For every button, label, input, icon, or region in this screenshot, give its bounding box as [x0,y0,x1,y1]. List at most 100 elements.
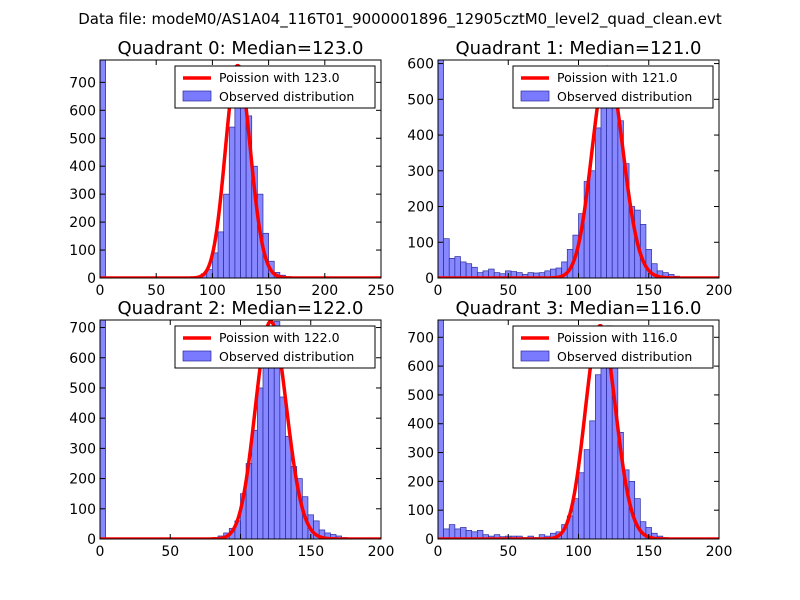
x-tick-label: 250 [368,283,395,299]
x-tick-label: 0 [96,283,105,299]
histogram-bar [595,374,602,539]
y-tick-label: 300 [69,187,96,203]
legend-observed-label: Observed distribution [557,89,692,104]
y-tick-label: 100 [407,503,434,519]
x-tick-label: 50 [499,283,517,299]
histogram-bar [285,435,292,539]
histogram-bar [448,257,456,278]
histogram-bar [257,387,264,539]
histogram-bar [583,449,591,539]
x-tick-label: 0 [434,544,443,560]
y-tick-label: 100 [69,243,96,259]
histogram-bar [595,127,602,278]
legend-bar-swatch [182,350,212,362]
histogram-bar [438,60,444,278]
histogram-bar [438,320,444,539]
y-tick-label: 300 [407,446,434,462]
histogram-bar [100,320,106,539]
x-tick-label: 100 [565,544,592,560]
y-tick-label: 0 [87,532,96,548]
y-tick-label: 500 [69,381,96,397]
x-tick-label: 200 [311,283,338,299]
histogram-bar [262,363,269,539]
histogram-bar [600,84,607,278]
legend-observed-label: Observed distribution [557,349,692,364]
y-tick-label: 100 [407,235,434,251]
x-tick-label: 100 [199,283,226,299]
legend-bar-swatch [520,350,550,362]
y-tick-label: 300 [69,441,96,457]
histogram-bar [465,263,473,278]
y-tick-label: 600 [407,57,434,73]
x-tick-label: 0 [434,283,443,299]
y-tick-label: 600 [407,359,434,375]
x-tick-label: 150 [635,283,662,299]
histogram-bar [589,420,596,539]
legend-observed-label: Observed distribution [219,349,354,364]
x-tick-label: 50 [161,544,179,560]
y-tick-label: 200 [69,472,96,488]
x-tick-label: 150 [255,283,282,299]
legend: Poission with 122.0 Observed distribution [174,325,376,369]
panel-title: Quadrant 1: Median=121.0 [456,38,702,59]
histogram-bar [448,524,456,539]
x-tick-label: 200 [368,544,395,560]
histogram-bar [279,396,286,539]
histogram-bar [268,339,275,539]
legend-poisson-label: Poission with 116.0 [557,330,678,345]
y-tick-label: 400 [69,159,96,175]
y-tick-label: 400 [69,411,96,427]
histogram-bar [217,231,224,278]
y-tick-label: 0 [425,271,434,287]
y-tick-label: 200 [69,215,96,231]
legend: Poission with 121.0 Observed distribution [512,65,714,109]
histogram-bar [460,261,467,278]
y-tick-label: 600 [69,351,96,367]
y-tick-label: 0 [87,271,96,287]
legend: Poission with 123.0 Observed distribution [174,65,376,109]
axes-frame [99,59,382,279]
panel-title: Quadrant 2: Median=122.0 [118,298,364,319]
histogram-bar [589,170,596,278]
y-tick-label: 200 [407,200,434,216]
quadrant-1-panel: Quadrant 1: Median=121.0 0 50 100 150 200 0 100… [407,38,732,299]
y-tick-label: 400 [407,417,434,433]
x-tick-label: 200 [706,283,733,299]
histogram-bar [611,98,619,278]
legend-observed-label: Observed distribution [219,89,354,104]
histogram-bar [443,238,450,278]
legend: Poission with 116.0 Observed distribution [512,325,714,369]
legend-poisson-label: Poission with 121.0 [557,70,678,85]
legend-poisson-label: Poission with 123.0 [219,70,340,85]
quadrant-2-panel: Quadrant 2: Median=122.0 0 50 100 150 200 0 100… [69,298,394,560]
x-tick-label: 150 [635,544,662,560]
y-tick-label: 600 [69,103,96,119]
y-tick-label: 400 [407,128,434,144]
y-tick-label: 500 [69,131,96,147]
y-tick-label: 100 [69,502,96,518]
panel-title: Quadrant 0: Median=123.0 [118,38,364,59]
legend-bar-swatch [182,90,212,102]
y-tick-label: 700 [407,330,434,346]
panel-title: Quadrant 3: Median=116.0 [456,298,702,319]
suptitle: Data file: modeM0/AS1A04_116T01_90000018… [78,10,722,29]
y-tick-label: 500 [407,92,434,108]
histogram-bar [100,60,106,278]
y-tick-label: 0 [425,532,434,548]
plot-area [100,320,381,539]
quadrant-0-panel: Quadrant 0: Median=123.0 0 50 100 150 200 250 0… [69,38,394,299]
y-tick-label: 700 [69,75,96,91]
x-tick-label: 200 [706,544,733,560]
x-tick-label: 50 [499,544,517,560]
plot-area [438,60,719,278]
histogram-bar [578,472,585,539]
histogram-bar [228,126,236,278]
x-tick-label: 50 [147,283,165,299]
x-tick-label: 0 [96,544,105,560]
y-tick-label: 500 [407,388,434,404]
y-tick-label: 200 [407,474,434,490]
quadrant-3-panel: Quadrant 3: Median=116.0 0 50 100 150 200 0 100… [407,298,732,560]
histogram-bar [223,193,230,278]
legend-poisson-label: Poission with 122.0 [219,330,340,345]
